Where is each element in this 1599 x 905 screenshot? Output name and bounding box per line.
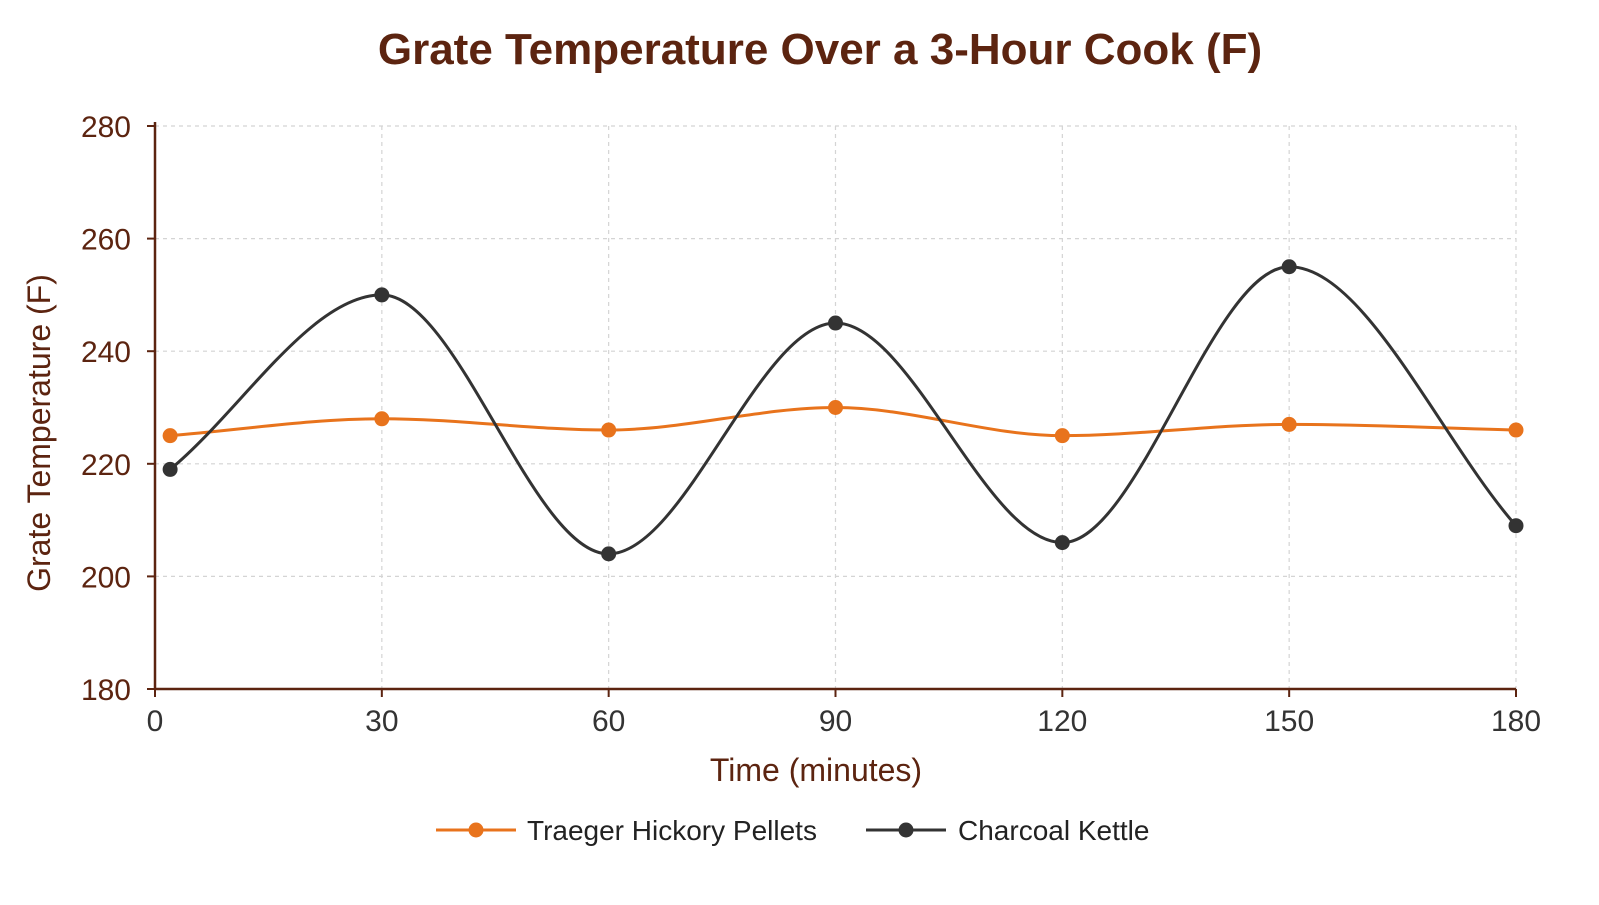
tick-labels: 180 200 220 240 260 280 0 30 60 90 120 150 180: [81, 111, 1541, 738]
legend: Traeger Hickory Pellets Charcoal Kettle: [436, 815, 1149, 846]
data-point: [162, 428, 178, 444]
y-tick-label: 220: [81, 449, 131, 482]
x-axis-label: Time (minutes): [710, 752, 922, 788]
y-axis-label: Grate Temperature (F): [21, 274, 57, 592]
legend-item: Charcoal Kettle: [866, 815, 1149, 846]
data-point: [162, 461, 178, 477]
axes: [147, 122, 1517, 697]
y-tick-label: 280: [81, 111, 131, 144]
y-tick-label: 180: [81, 674, 131, 707]
x-tick-label: 90: [819, 705, 852, 738]
x-tick-label: 60: [592, 705, 625, 738]
x-tick-label: 0: [147, 705, 164, 738]
data-point: [1508, 422, 1524, 438]
legend-marker: [468, 822, 484, 838]
data-point: [828, 400, 843, 415]
legend-marker: [898, 822, 914, 838]
data-point: [374, 287, 390, 303]
data-point: [1054, 535, 1070, 551]
y-tick-label: 200: [81, 561, 131, 594]
data-point: [1281, 416, 1297, 432]
legend-label: Charcoal Kettle: [958, 815, 1149, 846]
series: [162, 259, 1524, 562]
data-point: [1281, 259, 1297, 275]
series-charcoal-kettle: [162, 259, 1524, 562]
chart-title: Grate Temperature Over a 3-Hour Cook (F): [378, 25, 1262, 74]
series-traeger-hickory-pellets: [162, 400, 1524, 444]
x-tick-label: 150: [1264, 705, 1314, 738]
x-tick-label: 180: [1491, 705, 1541, 738]
x-tick-label: 120: [1037, 705, 1087, 738]
x-tick-label: 30: [365, 705, 398, 738]
data-point: [374, 411, 390, 427]
y-tick-label: 260: [81, 224, 131, 257]
data-point: [601, 546, 617, 562]
data-point: [1508, 518, 1524, 534]
legend-label: Traeger Hickory Pellets: [527, 815, 817, 846]
data-point: [601, 422, 617, 438]
data-point: [1054, 428, 1070, 444]
series-line: [169, 265, 1518, 556]
y-tick-label: 240: [81, 336, 131, 369]
series-line: [170, 406, 1517, 438]
data-point: [828, 315, 843, 331]
legend-item: Traeger Hickory Pellets: [436, 815, 817, 846]
